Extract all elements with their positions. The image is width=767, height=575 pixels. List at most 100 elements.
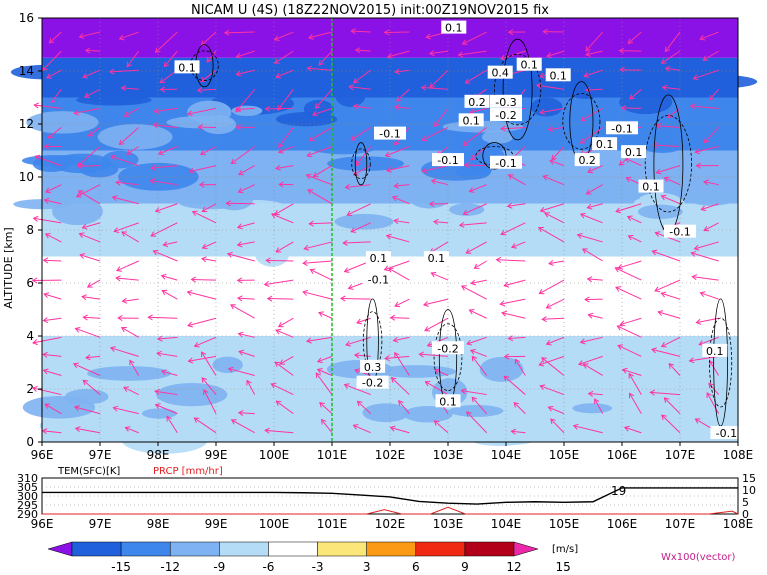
ts-left-tick-label: 305 (17, 481, 38, 494)
contour-label: -0.1 (432, 153, 464, 167)
contour-label: -0.3 (490, 94, 522, 109)
wind-vector-head (383, 29, 390, 36)
wind-vector-head (426, 341, 433, 348)
wind-vector-head (652, 142, 658, 149)
wind-vector-head (314, 103, 321, 109)
ts-x-tick-label: 96E (31, 517, 54, 531)
wind-vector-head (238, 349, 245, 356)
wind-patch (48, 294, 108, 323)
wind-vector-head (147, 314, 153, 321)
wind-vector-head (236, 277, 243, 284)
wind-vector (111, 155, 139, 167)
wind-vector (588, 314, 603, 319)
wind-vector (703, 222, 719, 231)
wind-vector-head (275, 400, 282, 406)
wind-vector (150, 180, 178, 186)
wind-vector (578, 355, 603, 365)
wind-vector (203, 389, 217, 414)
wind-vector-head (121, 231, 127, 237)
wind-vector (306, 336, 333, 342)
y-axis-ticks: 0 2 4 6 8 10 12 14 16 (19, 11, 42, 449)
wind-vector-head (85, 354, 91, 361)
wind-patch (449, 404, 504, 417)
wind-vector (464, 164, 487, 167)
contour-label-bg (606, 121, 638, 135)
wind-vector (513, 402, 526, 415)
wind-vector-head (666, 112, 673, 119)
contour-label-text: 0.2 (578, 154, 596, 167)
wind-vector (278, 146, 294, 153)
wind-vector-head (263, 281, 270, 287)
wind-vector-head (129, 359, 135, 366)
wind-vector-head (350, 28, 356, 35)
wind-vector (461, 390, 487, 396)
wind-vector-head (157, 149, 164, 156)
wind-vector-head (275, 328, 282, 335)
wind-vector-head (428, 50, 435, 57)
wind-vector-head (354, 368, 361, 375)
wind-vector (318, 312, 333, 319)
y-tick-label: 0 (26, 435, 34, 449)
contour-label-text: -0.3 (495, 96, 516, 109)
wind-vector (429, 241, 449, 254)
contour-label-bg (710, 426, 743, 440)
wind-vector (206, 50, 217, 63)
colorbar-segment (366, 541, 417, 557)
wind-vector (661, 195, 681, 205)
wind-vector (550, 418, 565, 434)
wind-vector (588, 393, 603, 396)
wind-vector (580, 127, 603, 144)
wind-vector (664, 177, 681, 186)
wind-vector (43, 259, 62, 262)
wind-vector (393, 336, 410, 342)
wind-vector-head (703, 137, 710, 144)
wind-vector (157, 352, 178, 357)
wind-vector (353, 424, 371, 434)
contour-label-bg (545, 68, 571, 82)
wind-vector (155, 404, 178, 415)
wind-vector (627, 216, 642, 224)
contour-label: 0.1 (516, 57, 542, 72)
wind-vector (235, 88, 256, 113)
wind-vector-head (468, 187, 475, 193)
wind-vector (126, 146, 139, 155)
wind-vector (658, 311, 681, 319)
wind-patch (264, 81, 300, 100)
wind-vector-head (499, 54, 506, 61)
contour-line (190, 50, 219, 81)
wind-vector-head (539, 384, 546, 391)
wind-vector-head (434, 121, 440, 127)
contour-label-bg (365, 251, 391, 265)
wind-vector (433, 221, 449, 224)
wind-vector (665, 31, 681, 52)
wind-vector-head (619, 320, 626, 327)
wind-vector (385, 355, 410, 360)
wind-vector (303, 260, 333, 264)
ts-x-tick-label: 97E (89, 517, 112, 531)
wind-vector-head (545, 303, 552, 309)
wind-vector-head (343, 267, 350, 273)
wind-vector (304, 241, 333, 250)
wind-vector (271, 383, 294, 396)
wind-vector (665, 67, 681, 71)
contour-label: -0.2 (432, 341, 464, 355)
wind-patch (304, 316, 393, 337)
wind-vector (618, 260, 642, 269)
wind-vector-head (225, 200, 231, 207)
wind-vector (508, 174, 526, 186)
wind-vector-head (693, 244, 700, 251)
wind-vector (44, 403, 62, 415)
x-tick-label: 97E (89, 448, 112, 462)
contour-label-text: 0.1 (462, 114, 480, 127)
wind-vector (500, 126, 526, 130)
contour-label-bg (432, 153, 464, 167)
wind-vector (355, 146, 372, 166)
wind-vector-head (237, 331, 244, 338)
wind-vector (465, 69, 487, 84)
wind-vector (192, 211, 217, 224)
wind-vector-head (31, 277, 38, 284)
x-tick-label: 102E (375, 448, 406, 462)
contour-label-text: 0.1 (642, 181, 660, 194)
wind-vector (356, 317, 371, 324)
